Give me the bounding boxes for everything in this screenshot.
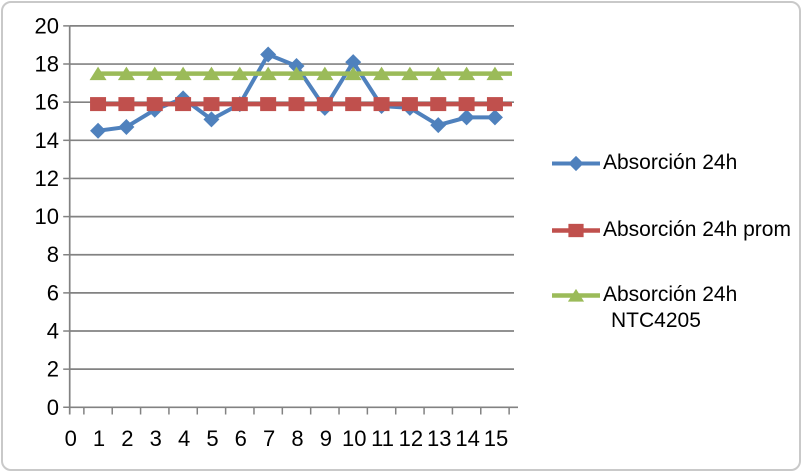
y-tick-label: 14 (35, 128, 59, 153)
legend-label-line: Absorción 24h (603, 151, 738, 174)
series-3-triangle-marker (259, 66, 277, 81)
series-3-triangle-marker (486, 66, 504, 81)
legend-triangle-icon (567, 288, 585, 302)
series-2-square-marker (146, 97, 163, 112)
series-2-square-marker (345, 97, 362, 112)
x-tick-label: 7 (263, 426, 275, 451)
series-3-triangle-marker (231, 66, 249, 81)
series-2-square-marker (231, 97, 248, 112)
chart-legend: Absorción 24h Absorción 24h prom Absorción… (549, 3, 799, 469)
legend-marker (552, 288, 600, 302)
series-1-diamond-marker (203, 111, 220, 128)
series-3-triangle-marker (174, 66, 192, 81)
series-2-square-marker (486, 97, 503, 112)
legend-marker (552, 223, 600, 238)
series-3-triangle-marker (117, 66, 135, 81)
series-3-triangle-marker (202, 66, 220, 81)
legend-item-label: Absorción 24h NTC4205 (603, 282, 737, 334)
series-1-diamond-marker (260, 46, 277, 63)
legend-label-line: Absorción 24h (603, 283, 738, 306)
series-1-diamond-marker (288, 57, 305, 74)
x-tick-label: 12 (399, 426, 423, 451)
x-tick-label: 3 (150, 426, 162, 451)
series-2-square-marker (430, 97, 447, 112)
series-3-triangle-marker (344, 66, 362, 81)
y-tick-label: 18 (35, 52, 59, 77)
series-3-triangle-marker (316, 66, 334, 81)
series-2-square-marker (118, 97, 135, 112)
legend-item: Absorción 24h prom (551, 217, 791, 244)
series-2-square-marker (90, 97, 107, 112)
series-1-diamond-marker (458, 109, 475, 126)
y-tick-label: 8 (47, 242, 59, 267)
x-tick-label: 11 (371, 426, 394, 451)
x-tick-label: 15 (484, 426, 508, 451)
x-tick-label: 6 (235, 426, 247, 451)
y-tick-label: 10 (35, 204, 59, 229)
series-2-square-marker (316, 97, 333, 112)
x-tick-label: 10 (342, 426, 366, 451)
y-tick-label: 0 (47, 395, 59, 420)
series-1-diamond-marker (486, 109, 503, 126)
legend-diamond-icon (568, 155, 584, 172)
series-2-square-marker (458, 97, 475, 112)
x-tick-label: 5 (206, 426, 218, 451)
series-2-square-marker (203, 97, 220, 112)
y-tick-label: 2 (47, 357, 59, 382)
x-tick-label: 2 (121, 426, 133, 451)
legend-item-label: Absorción 24h (603, 150, 737, 176)
series-2-square-marker (401, 97, 418, 112)
series-2-square-marker (260, 97, 277, 112)
x-tick-label: 14 (455, 426, 479, 451)
series-1-diamond-marker (90, 122, 107, 139)
y-tick-label: 20 (35, 13, 59, 38)
legend-marker (552, 155, 600, 172)
x-tick-label: 9 (320, 426, 332, 451)
x-tick-label: 1 (93, 426, 105, 451)
series-3-triangle-marker (146, 66, 164, 81)
legend-item: Absorción 24h NTC4205 (551, 282, 737, 334)
series-3-triangle-marker (429, 66, 447, 81)
y-tick-label: 4 (47, 319, 59, 344)
legend-item-label: Absorción 24h prom (603, 217, 791, 243)
x-tick-label: 13 (427, 426, 451, 451)
series-2-square-marker (288, 97, 305, 112)
x-tick-label: 0 (65, 426, 77, 451)
series-3-triangle-marker (401, 66, 419, 81)
series-1-diamond-marker (118, 118, 135, 135)
y-tick-label: 16 (35, 90, 59, 115)
series-2-square-marker (373, 97, 390, 112)
series-3-triangle-marker (373, 66, 391, 81)
series-1-diamond-marker (430, 117, 447, 134)
series-3-triangle-marker (458, 66, 476, 81)
y-tick-label: 6 (47, 280, 59, 305)
series-2-square-marker (175, 97, 192, 112)
y-tick-label: 12 (35, 166, 59, 191)
legend-item: Absorción 24h (551, 150, 737, 177)
legend-square-icon (568, 223, 584, 238)
series-3-triangle-marker (89, 66, 107, 81)
x-tick-label: 8 (291, 426, 303, 451)
series-1-diamond-marker (345, 54, 362, 71)
series-3-triangle-marker (288, 66, 305, 81)
legend-label-line: Absorción 24h prom (603, 218, 791, 241)
legend-label-line: NTC4205 (611, 309, 701, 332)
x-tick-label: 4 (178, 426, 190, 451)
